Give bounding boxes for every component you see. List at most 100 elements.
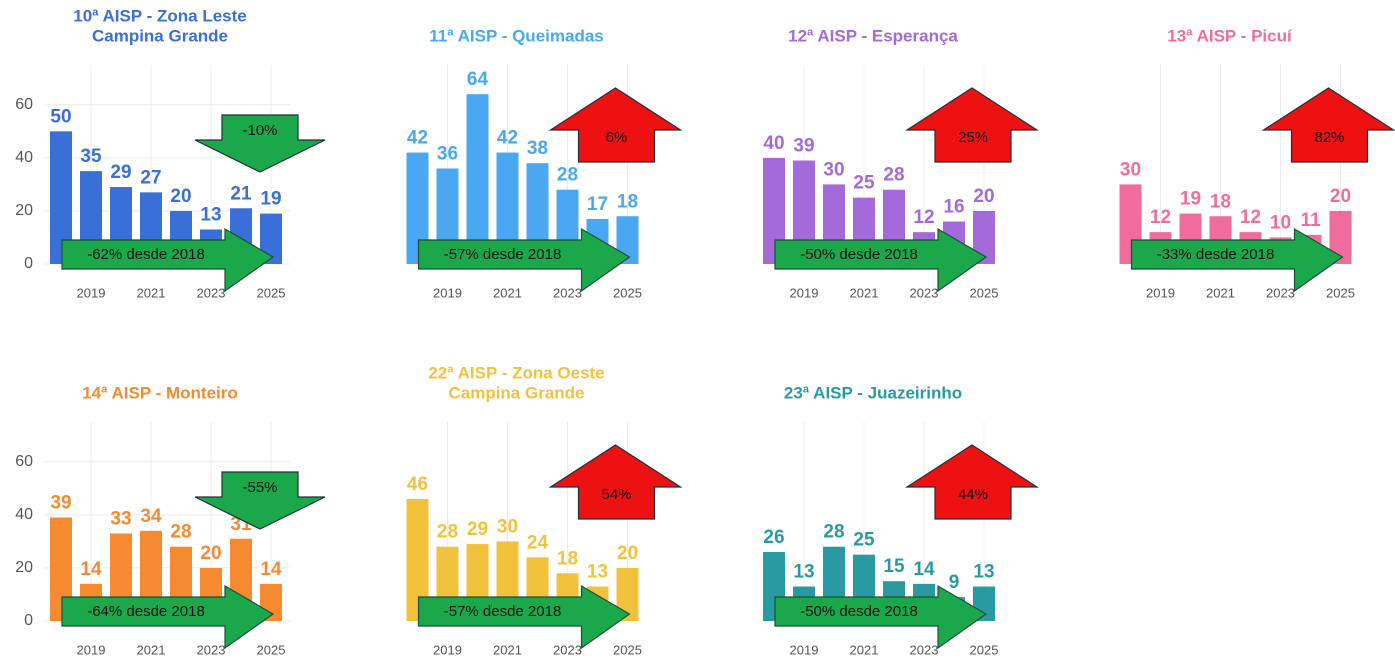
y-tick-label: 60 [15,453,33,470]
data-label: 28 [883,165,904,186]
bar [406,152,429,264]
y-tick-label: 20 [15,559,33,576]
panel: 2019 2021 2023 2025 23ª AISP - Juazeirinho 26… [763,383,1040,657]
x-tick-label: 2021 [850,285,879,300]
bar [763,157,785,264]
data-label: 10 [1270,212,1291,233]
change-arrow [194,114,326,173]
baseline-arrow [417,227,631,293]
data-label: 20 [617,543,638,564]
y-tick-label: 20 [15,202,33,219]
x-tick-label: 2019 [790,285,819,300]
chart-title: 11ª AISP - Queimadas [429,26,603,45]
baseline-label: -57% desde 2018 [444,246,562,263]
chart-title: 23ª AISP - Juazeirinho [784,383,962,402]
data-label: 29 [110,162,131,183]
baseline-arrow [61,227,275,293]
data-label: 28 [557,165,578,186]
data-label: 13 [793,562,814,583]
data-label: 19 [260,189,281,210]
data-label: 18 [1210,191,1231,212]
change-arrow [194,471,326,530]
x-tick-label: 2021 [493,285,522,300]
baseline-arrow [61,584,275,650]
baseline-label: -50% desde 2018 [800,603,918,620]
data-label: 20 [973,186,994,207]
chart-title: 14ª AISP - Monteiro [82,383,238,402]
x-tick-label: 2021 [850,642,879,657]
data-label: 42 [497,128,518,149]
x-tick-label: 2023 [910,642,939,657]
data-label: 18 [557,548,578,569]
baseline-label: -62% desde 2018 [87,246,205,263]
data-label: 21 [230,183,252,204]
bar [616,567,639,621]
data-label: 13 [587,562,608,583]
bar [973,210,995,264]
x-tick-label: 2025 [257,642,286,657]
data-label: 28 [823,522,844,543]
x-tick-label: 2023 [553,285,582,300]
x-tick-label: 2019 [1146,285,1175,300]
x-tick-label: 2019 [77,285,106,300]
chart-title: 10ª AISP - Zona Leste [73,6,247,25]
data-label: 12 [1240,207,1261,228]
data-label: 36 [437,143,458,164]
bar [1329,210,1352,264]
panel: 2019 2021 2023 2025 13ª AISP - Picuí 30 12 19 18… [1119,26,1395,300]
change-arrow [904,87,1040,163]
data-label: 26 [763,527,784,548]
data-label: 11 [1300,210,1321,231]
data-label: 13 [973,562,994,583]
data-label: 24 [527,532,549,553]
x-tick-label: 2025 [970,285,999,300]
y-tick-label: 0 [24,612,33,629]
data-label: 27 [140,167,161,188]
chart-title: 22ª AISP - Zona Oeste [428,363,604,382]
bar [466,94,489,264]
y-tick-label: 40 [15,149,33,166]
baseline-label: -50% desde 2018 [800,246,918,263]
x-tick-label: 2025 [1326,285,1355,300]
x-tick-label: 2019 [433,285,462,300]
x-tick-label: 2023 [197,642,226,657]
change-label: 44% [958,486,988,503]
baseline-arrow [774,227,988,293]
chart-title: Campina Grande [448,383,584,402]
data-label: 42 [407,128,428,149]
data-label: 12 [1150,207,1171,228]
change-label: -10% [242,122,277,139]
baseline-arrow [417,584,631,650]
data-label: 14 [260,559,282,580]
baseline-arrow [1130,227,1344,293]
data-label: 15 [883,556,905,577]
data-label: 14 [913,559,935,580]
data-label: 35 [80,146,102,167]
data-label: 64 [467,69,489,90]
change-label: -55% [242,479,277,496]
data-label: 40 [763,133,784,154]
x-tick-label: 2021 [137,642,166,657]
bar [50,517,72,621]
x-tick-label: 2025 [613,642,642,657]
panel: 2019 2021 2023 2025 11ª AISP - Queimadas 42 36… [406,26,683,300]
data-label: 12 [913,207,934,228]
change-label: 6% [606,129,628,146]
x-tick-label: 2019 [77,642,106,657]
x-tick-label: 2025 [970,642,999,657]
change-label: 54% [601,486,631,503]
bar [526,163,549,264]
x-tick-label: 2021 [1206,285,1235,300]
data-label: 30 [1120,159,1141,180]
data-label: 19 [1180,189,1201,210]
x-tick-label: 2023 [910,285,939,300]
data-label: 28 [170,522,191,543]
y-tick-label: 0 [24,255,33,272]
change-label: 82% [1314,129,1344,146]
data-label: 30 [823,159,844,180]
bar [260,213,282,264]
bar [50,131,72,264]
x-tick-label: 2021 [137,285,166,300]
